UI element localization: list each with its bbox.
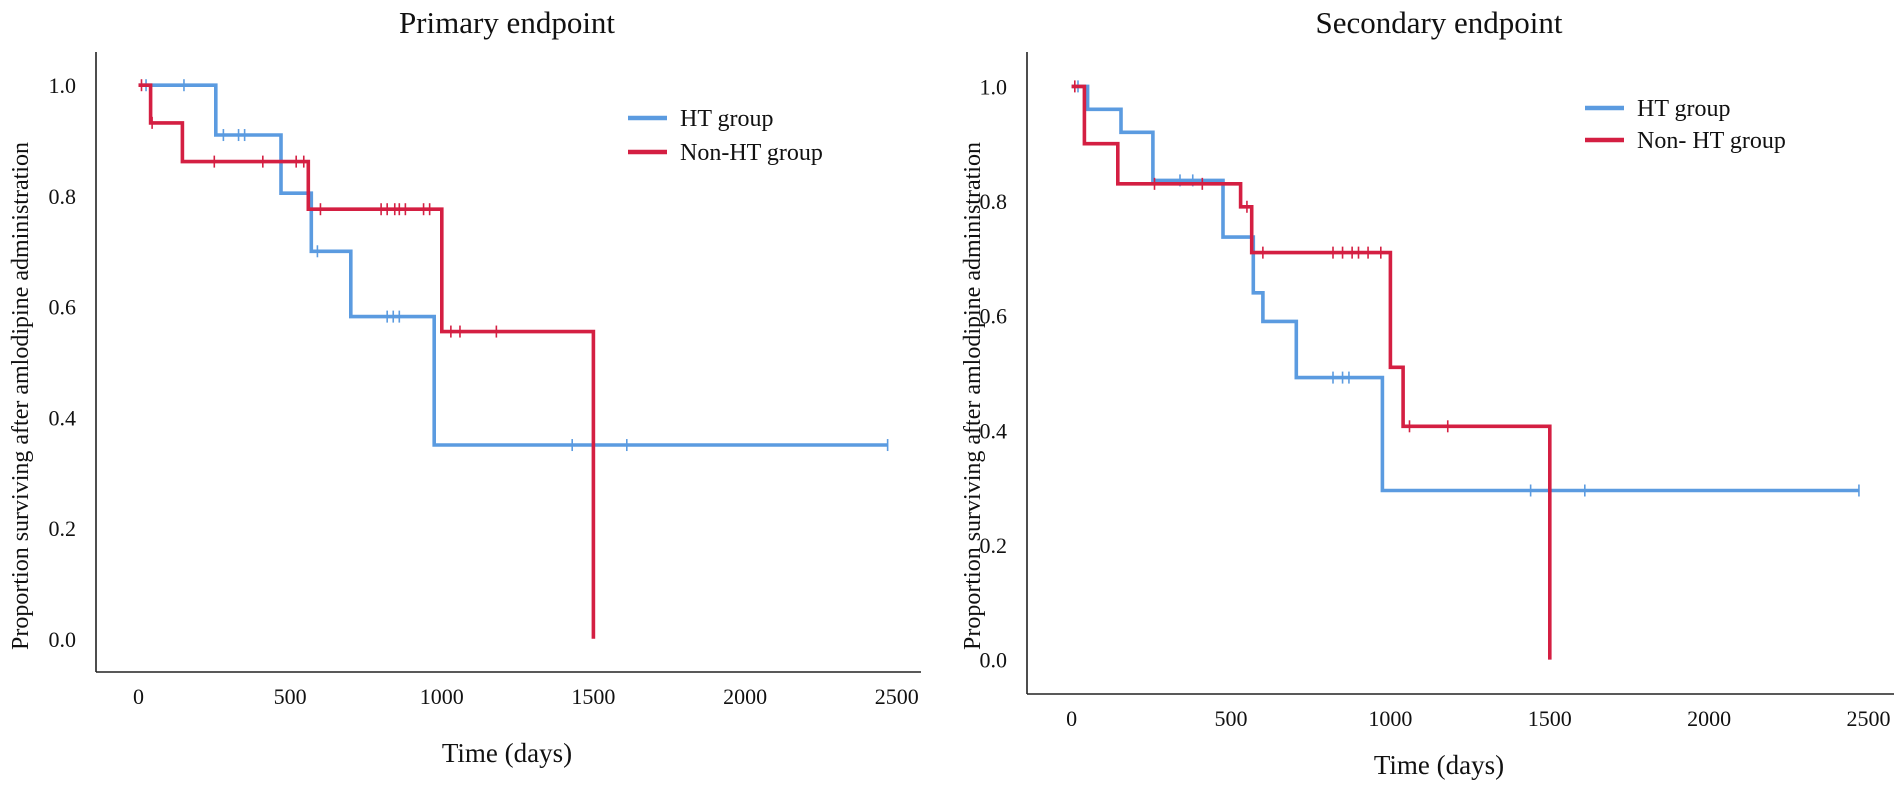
x-tick-label: 2500 — [1847, 706, 1891, 731]
y-tick-label: 0.8 — [49, 184, 77, 209]
legend: HT group Non-HT group — [628, 106, 823, 166]
y-tick-label: 1.0 — [49, 73, 77, 98]
y-tick-label: 0.0 — [980, 648, 1008, 673]
x-tick-label: 2500 — [875, 684, 919, 709]
legend-item-non-ht: Non- HT group — [1585, 128, 1786, 154]
legend-item-ht: HT group — [1585, 96, 1731, 122]
primary-endpoint-chart: Primary endpoint Proportion surviving af… — [8, 5, 921, 768]
x-tick-label: 0 — [1066, 706, 1077, 731]
chart-title: Primary endpoint — [399, 5, 615, 40]
legend-item-ht: HT group — [628, 106, 774, 132]
y-tick-label: 0.6 — [980, 304, 1008, 329]
series-non-ht-group — [138, 79, 596, 639]
x-tick-label: 1500 — [1528, 706, 1572, 731]
x-tick-label: 2000 — [723, 684, 767, 709]
x-tick-label: 1500 — [571, 684, 615, 709]
y-tick-label: 0.4 — [49, 405, 77, 430]
legend-label-non-ht: Non-HT group — [680, 140, 823, 166]
y-tick-label: 0.4 — [980, 418, 1008, 443]
series-layer — [138, 79, 889, 639]
legend: HT group Non- HT group — [1585, 96, 1786, 154]
x-tick-label: 2000 — [1687, 706, 1731, 731]
y-axis-title: Proportion surviving after amlodipine ad… — [960, 142, 986, 650]
y-tick-label: 0.2 — [49, 516, 77, 541]
x-axis-title: Time (days) — [1374, 750, 1504, 780]
x-axis-title: Time (days) — [442, 738, 572, 768]
series-non-ht-group — [1071, 80, 1552, 660]
y-tick-label: 0.8 — [980, 189, 1008, 214]
x-tick-label: 1000 — [1368, 706, 1412, 731]
y-axis-ticks: 0.0 0.2 0.4 0.6 0.8 1.0 — [980, 74, 1008, 672]
legend-label-ht: HT group — [1637, 96, 1731, 122]
x-tick-label: 500 — [274, 684, 307, 709]
y-tick-label: 0.6 — [49, 295, 77, 320]
legend-item-non-ht: Non-HT group — [628, 140, 823, 166]
survival-step-line-non-ht-group — [138, 83, 596, 639]
chart-title: Secondary endpoint — [1315, 5, 1562, 40]
survival-step-line-ht-group — [138, 83, 888, 447]
x-axis-ticks: 0 500 1000 1500 2000 2500 — [133, 684, 919, 709]
y-tick-label: 0.2 — [980, 533, 1008, 558]
series-layer — [1071, 80, 1860, 660]
x-tick-label: 0 — [133, 684, 144, 709]
x-tick-label: 500 — [1215, 706, 1248, 731]
y-axis-ticks: 0.0 0.2 0.4 0.6 0.8 1.0 — [49, 73, 77, 652]
survival-step-line-ht-group — [1071, 84, 1859, 493]
series-ht-group — [138, 79, 889, 452]
x-axis-ticks: 0 500 1000 1500 2000 2500 — [1066, 706, 1890, 731]
legend-label-ht: HT group — [680, 106, 774, 132]
legend-label-non-ht: Non- HT group — [1637, 128, 1786, 154]
x-tick-label: 1000 — [420, 684, 464, 709]
secondary-endpoint-chart: Secondary endpoint Proportion surviving … — [960, 5, 1894, 780]
y-tick-label: 0.0 — [49, 627, 77, 652]
y-axis-title: Proportion surviving after amlodipine ad… — [8, 142, 34, 650]
y-tick-label: 1.0 — [980, 74, 1008, 99]
series-ht-group — [1071, 80, 1860, 497]
survival-step-line-non-ht-group — [1071, 84, 1552, 660]
